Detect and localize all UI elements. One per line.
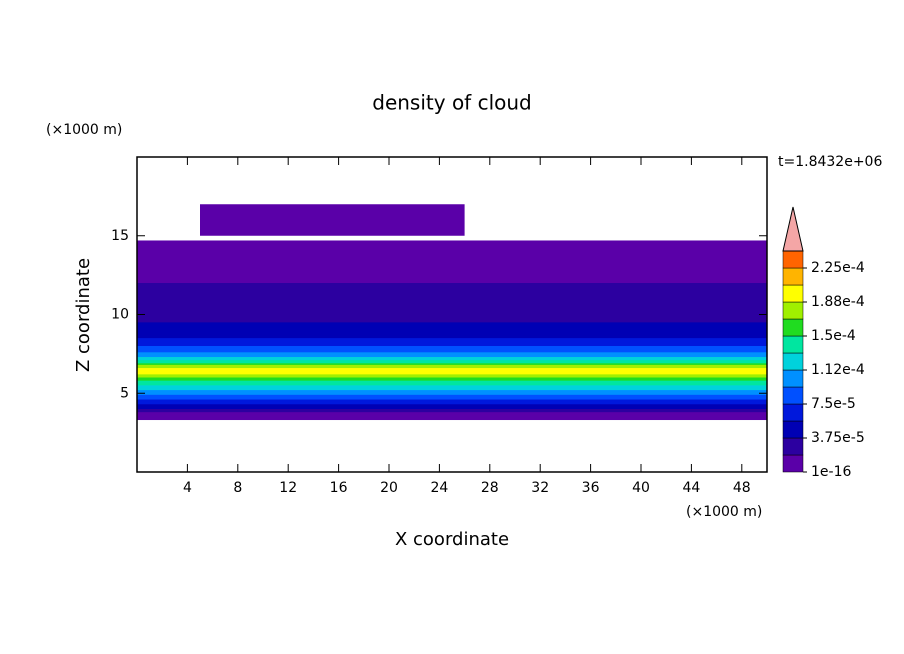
colorbar-tick-label: 1.12e-4	[811, 362, 865, 378]
contour-band	[137, 368, 767, 375]
x-tick-label: 48	[733, 480, 751, 496]
y-tick-label: 15	[111, 228, 129, 244]
x-tick-label: 24	[430, 480, 448, 496]
colorbar-tick-label: 1.5e-4	[811, 328, 856, 344]
colorbar-tick-label: 3.75e-5	[811, 430, 865, 446]
y-tick-label: 5	[120, 385, 129, 401]
colorbar-band	[782, 250, 804, 269]
contour-band	[200, 204, 465, 236]
x-tick-label: 32	[531, 480, 549, 496]
x-tick-label: 36	[582, 480, 600, 496]
colorbar-band	[782, 301, 804, 320]
x-tick-label: 28	[481, 480, 499, 496]
colorbar-band	[782, 352, 804, 371]
colorbar-band	[782, 454, 804, 473]
x-unit: (×1000 m)	[686, 504, 762, 520]
colorbar-band	[782, 386, 804, 405]
colorbar-band	[782, 335, 804, 354]
x-tick-label: 4	[183, 480, 192, 496]
y-unit: (×1000 m)	[46, 122, 122, 138]
x-tick-label: 44	[682, 480, 700, 496]
colorbar-extend	[782, 206, 804, 252]
x-axis-label: X coordinate	[395, 529, 509, 550]
x-tick-label: 20	[380, 480, 398, 496]
colorbar-tick-label: 2.25e-4	[811, 260, 865, 276]
colorbar-band	[782, 318, 804, 337]
x-tick-label: 16	[330, 480, 348, 496]
y-tick-label: 10	[111, 307, 129, 323]
x-tick-label: 40	[632, 480, 650, 496]
x-tick-label: 8	[233, 480, 242, 496]
colorbar-band	[782, 437, 804, 456]
colorbar-tick-label: 7.5e-5	[811, 396, 856, 412]
colorbar-band	[782, 284, 804, 303]
colorbar-tick-label: 1.88e-4	[811, 294, 865, 310]
colorbar-band	[782, 267, 804, 286]
colorbar-tick-label: 1e-16	[811, 464, 851, 480]
time-label: t=1.8432e+06	[778, 154, 882, 170]
chart-title: density of cloud	[372, 91, 531, 115]
colorbar-band	[782, 403, 804, 422]
colorbar-band	[782, 420, 804, 439]
x-tick-label: 12	[279, 480, 297, 496]
y-axis-label: Z coordinate	[73, 258, 94, 372]
colorbar-band	[782, 369, 804, 388]
